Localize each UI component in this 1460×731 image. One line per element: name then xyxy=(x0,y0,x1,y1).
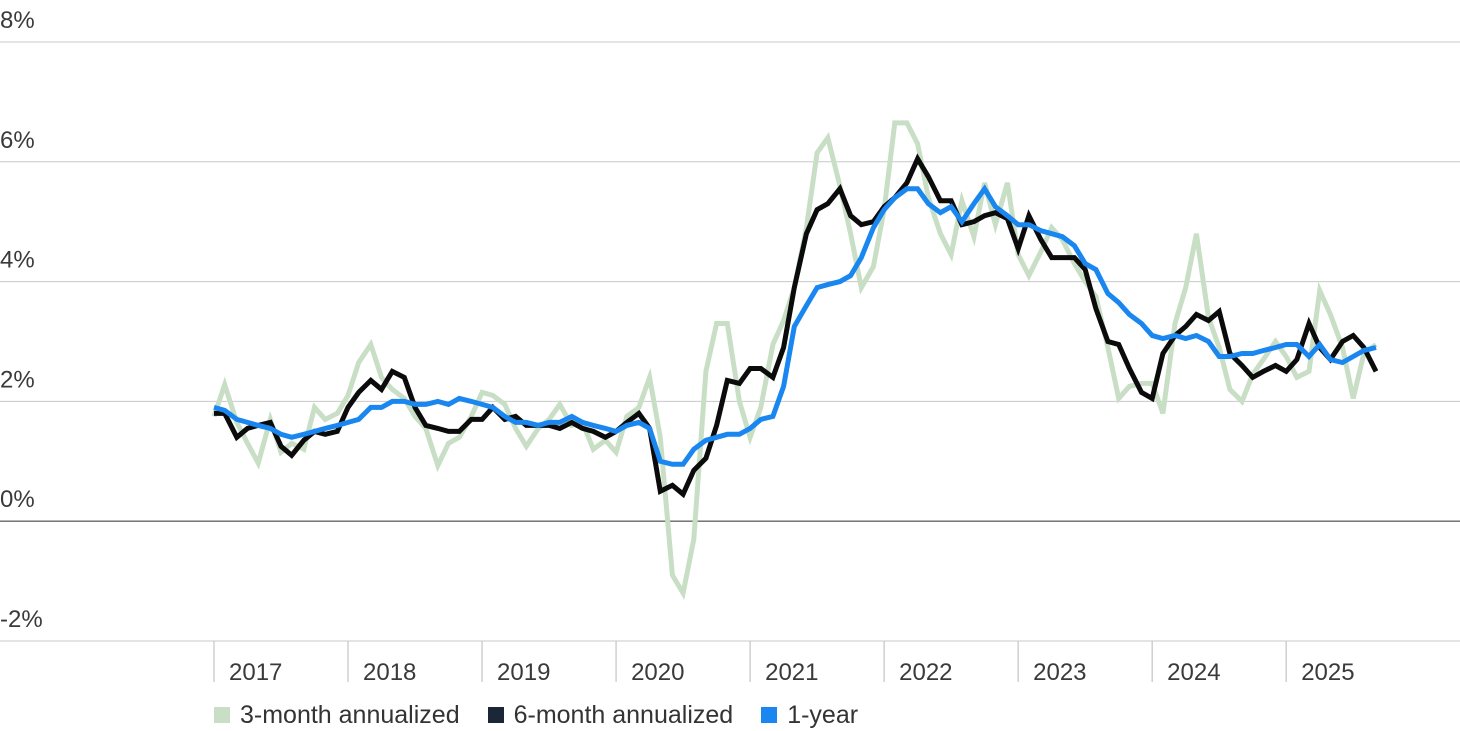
x-tick-label: 2018 xyxy=(363,659,416,686)
legend-item-6-month: 6-month annualized xyxy=(487,700,734,730)
gridlines xyxy=(0,41,1460,642)
y-tick-label: 8% xyxy=(0,7,35,34)
x-tick-label: 2020 xyxy=(631,659,684,686)
y-tick-label: 0% xyxy=(0,486,35,513)
legend-label-6-month: 6-month annualized xyxy=(513,700,734,729)
series-lines xyxy=(211,120,1379,600)
y-tick-label: 6% xyxy=(0,127,35,154)
legend-swatch-3-month xyxy=(214,707,230,723)
legend-label-3-month: 3-month annualized xyxy=(240,700,460,729)
x-tick-label: 2021 xyxy=(765,659,818,686)
line-chart: 8%6%4%2%0%-2% 2017 2018 2019 2020 2021 2022 20… xyxy=(0,7,1460,686)
series-6-month-annualized xyxy=(214,153,1379,499)
x-tick-label: 2025 xyxy=(1301,659,1354,686)
legend-label-1-year: 1-year xyxy=(787,700,859,729)
legend-swatch-1-year xyxy=(761,707,778,723)
y-tick-label: 2% xyxy=(0,366,35,393)
legend-swatch-6-month xyxy=(487,707,504,723)
legend-item-3-month: 3-month annualized xyxy=(214,701,460,730)
legend: 3-month annualized 6-month annualized 1-… xyxy=(214,700,858,730)
x-tick-label: 2019 xyxy=(497,659,550,686)
y-tick-label: -2% xyxy=(0,606,43,633)
x-tick-label: 2024 xyxy=(1167,659,1220,686)
x-axis: 2017 2018 2019 2020 2021 2022 2023 2024 2025 xyxy=(213,641,1355,686)
series-3-month-annualized xyxy=(211,120,1378,600)
x-tick-label: 2023 xyxy=(1033,659,1086,686)
x-tick-label: 2017 xyxy=(229,659,282,686)
legend-item-1-year: 1-year xyxy=(761,701,858,730)
series-1-year xyxy=(213,184,1377,467)
y-axis-tick-labels: 8% 6% 4% 2% 0% -2% xyxy=(0,7,43,633)
y-tick-label: 4% xyxy=(0,247,35,274)
x-tick-label: 2022 xyxy=(899,659,952,686)
